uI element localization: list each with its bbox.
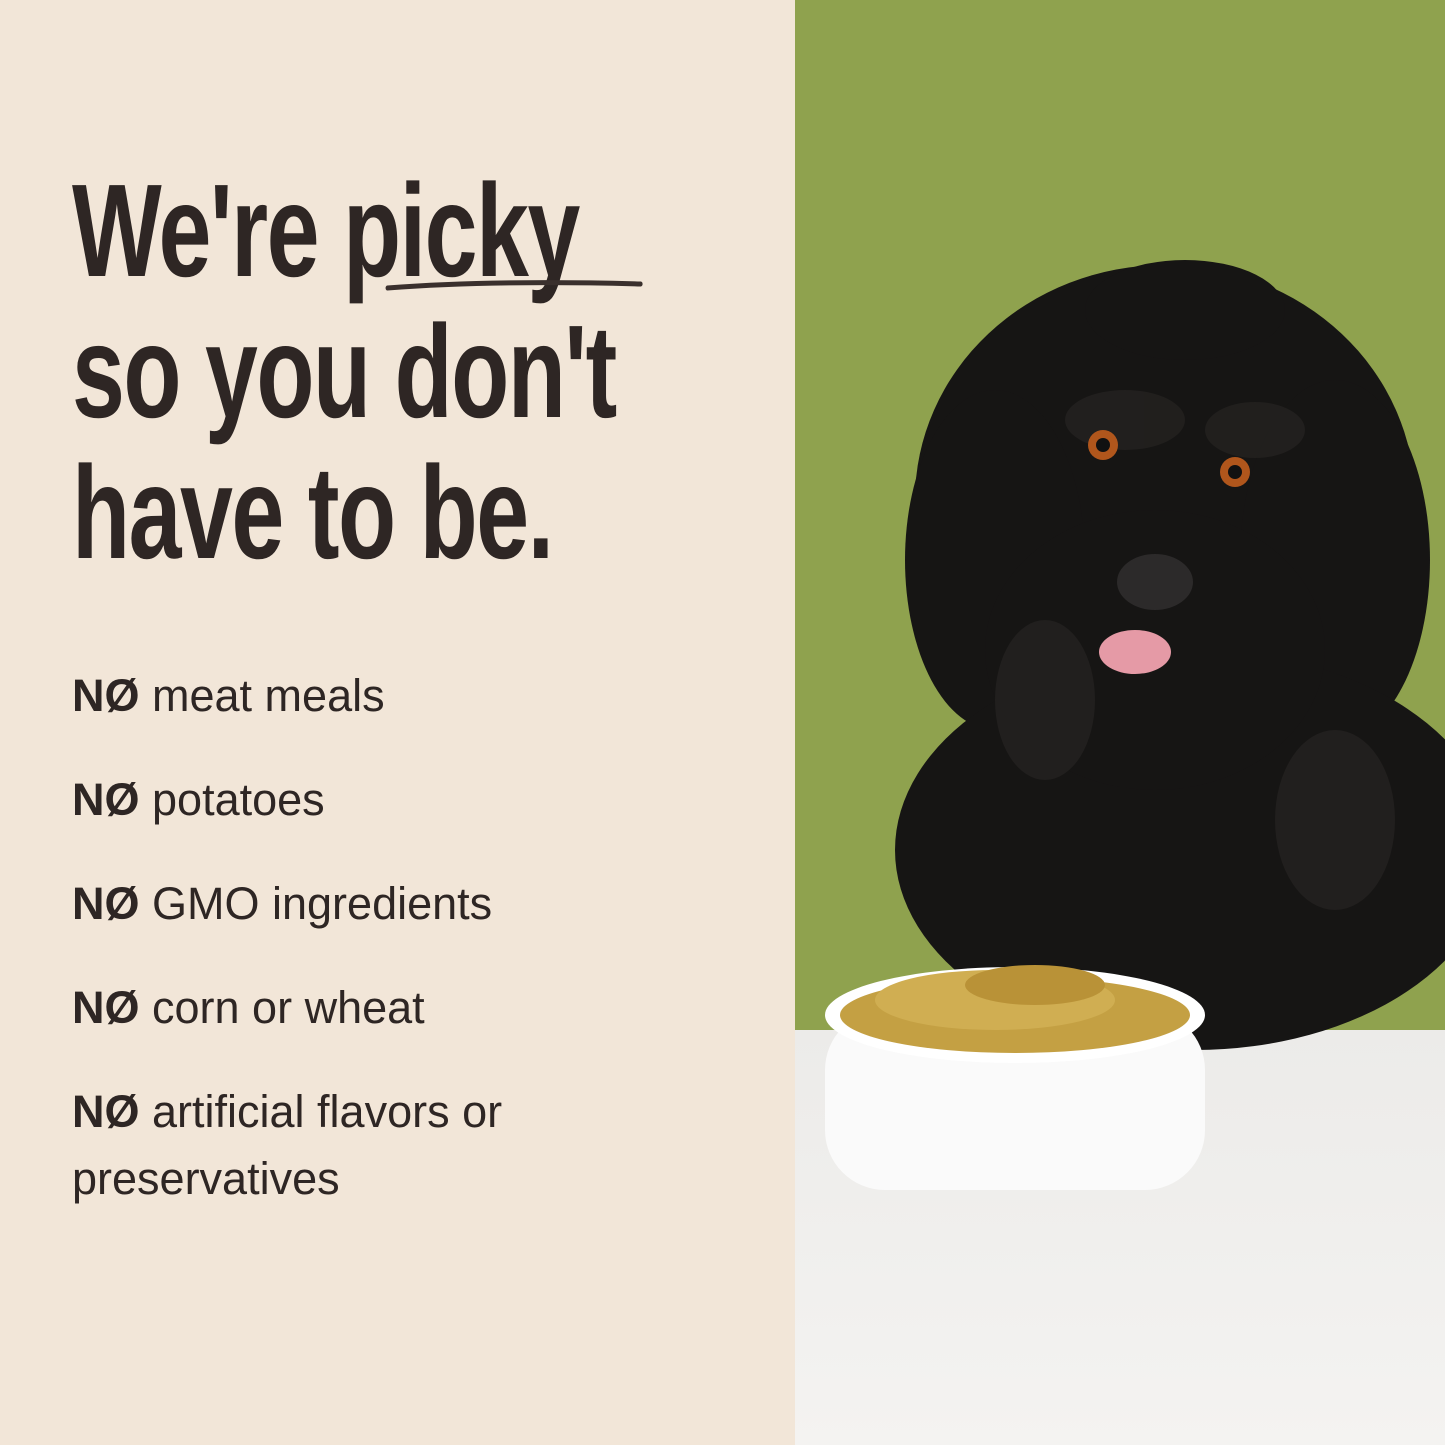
no-prefix: NØ <box>72 982 140 1033</box>
list-item-text: GMO ingredients <box>152 878 493 929</box>
list-item: NØ artificial flavors or preservatives <box>72 1078 632 1212</box>
eye-icon <box>1088 430 1250 487</box>
headline-line1: We're <box>72 157 344 304</box>
dog-illustration <box>825 260 1445 1190</box>
dog-photo <box>795 0 1445 1445</box>
list-item: NØ corn or wheat <box>72 974 632 1041</box>
list-item-text: artificial flavors or preservatives <box>72 1086 503 1204</box>
list-item-text: potatoes <box>152 774 325 825</box>
mouth-icon <box>1099 630 1171 674</box>
headline: We're picky so you don't have to be. <box>72 157 643 586</box>
nose-icon <box>1117 554 1193 610</box>
no-prefix: NØ <box>72 1086 140 1137</box>
list-item: NØ potatoes <box>72 766 632 833</box>
list-item-text: meat meals <box>152 670 385 721</box>
headline-emphasis: picky <box>343 157 643 304</box>
headline-emphasis-word: picky <box>343 157 580 304</box>
no-prefix: NØ <box>72 878 140 929</box>
brush-underline <box>385 280 643 291</box>
headline-line3: have to be. <box>72 439 554 586</box>
no-ingredients-list: NØ meat meals NØ potatoes NØ GMO ingredi… <box>72 662 632 1249</box>
list-item: NØ GMO ingredients <box>72 870 632 937</box>
list-item: NØ meat meals <box>72 662 632 729</box>
no-prefix: NØ <box>72 774 140 825</box>
headline-line2: so you don't <box>72 298 617 445</box>
food-bowl <box>825 965 1205 1190</box>
list-item-text: corn or wheat <box>152 982 425 1033</box>
no-prefix: NØ <box>72 670 140 721</box>
text-panel: We're picky so you don't have to be. NØ … <box>72 157 643 1249</box>
